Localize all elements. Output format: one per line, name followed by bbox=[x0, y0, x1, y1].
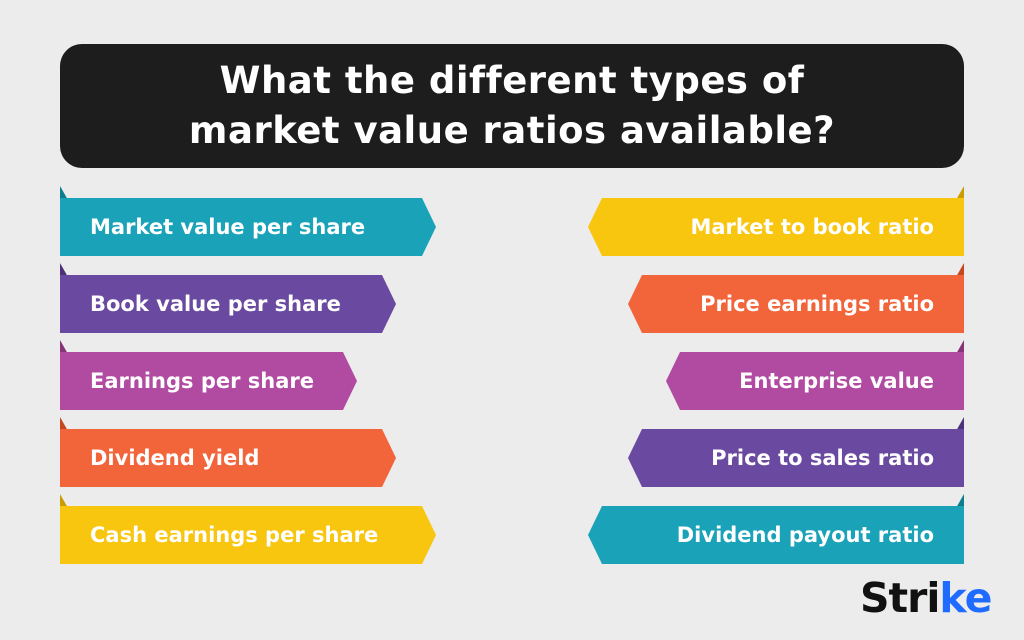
ratio-label: Market to book ratio bbox=[588, 198, 964, 256]
right-ratio-banner: Dividend payout ratio bbox=[588, 494, 964, 564]
right-ratio-banner: Enterprise value bbox=[666, 340, 964, 410]
banner-fold bbox=[956, 186, 964, 200]
ratio-label: Price to sales ratio bbox=[628, 429, 964, 487]
ratio-label: Dividend payout ratio bbox=[588, 506, 964, 564]
banner-fold bbox=[60, 186, 68, 200]
logo-text-main: Stri bbox=[860, 574, 940, 622]
banner-fold bbox=[60, 340, 68, 354]
logo-text-accent: ke bbox=[939, 574, 992, 622]
ratio-label: Earnings per share bbox=[60, 352, 357, 410]
ratio-label: Cash earnings per share bbox=[60, 506, 436, 564]
banner-fold bbox=[956, 494, 964, 508]
ratio-label: Market value per share bbox=[60, 198, 436, 256]
left-ratio-banner: Cash earnings per share bbox=[60, 494, 436, 564]
right-ratio-banner: Market to book ratio bbox=[588, 186, 964, 256]
title-line-1: What the different types of bbox=[219, 59, 805, 102]
ratio-label: Dividend yield bbox=[60, 429, 396, 487]
title-banner: What the different types of market value… bbox=[60, 44, 964, 168]
banner-fold bbox=[956, 340, 964, 354]
banner-fold bbox=[60, 494, 68, 508]
ratio-label: Book value per share bbox=[60, 275, 396, 333]
left-ratio-banner: Book value per share bbox=[60, 263, 396, 333]
banner-fold bbox=[60, 263, 68, 277]
strike-logo: Strike bbox=[860, 573, 992, 623]
title-line-2: market value ratios available? bbox=[188, 109, 836, 152]
left-ratio-banner: Dividend yield bbox=[60, 417, 396, 487]
ratio-label: Enterprise value bbox=[666, 352, 964, 410]
banner-fold bbox=[956, 263, 964, 277]
ratio-label: Price earnings ratio bbox=[628, 275, 964, 333]
right-ratio-banner: Price earnings ratio bbox=[628, 263, 964, 333]
banner-fold bbox=[60, 417, 68, 431]
banner-fold bbox=[956, 417, 964, 431]
left-ratio-banner: Market value per share bbox=[60, 186, 436, 256]
left-ratio-banner: Earnings per share bbox=[60, 340, 357, 410]
right-ratio-banner: Price to sales ratio bbox=[628, 417, 964, 487]
